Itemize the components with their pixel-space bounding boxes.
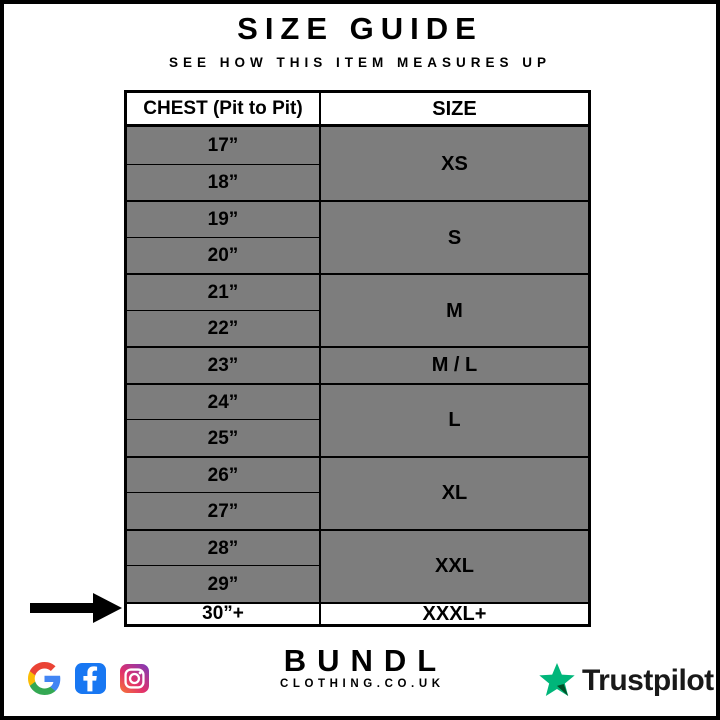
size-cell: M / L <box>319 346 588 383</box>
chest-cell: 22” <box>127 309 319 347</box>
facebook-icon[interactable] <box>75 663 106 694</box>
size-cell: S <box>319 200 588 274</box>
chest-cell: 20” <box>127 236 319 274</box>
chest-cell: 21” <box>127 273 319 310</box>
size-cell: XS <box>319 127 588 201</box>
instagram-icon[interactable] <box>120 664 149 693</box>
arrow-right-icon <box>30 593 122 623</box>
column-header-size: SIZE <box>319 93 588 127</box>
google-icon[interactable] <box>28 662 61 695</box>
chest-cell: 24” <box>127 382 319 420</box>
chest-cell: 23” <box>127 346 319 383</box>
chest-cell: 28” <box>127 528 319 566</box>
page-title: SIZE GUIDE <box>237 11 483 46</box>
social-links <box>28 662 149 695</box>
size-cell: M <box>319 273 588 347</box>
size-guide-table: CHEST (Pit to Pit) SIZE 17” XS 18” 19” S… <box>124 90 591 627</box>
size-cell: L <box>319 382 588 456</box>
trustpilot-label: Trustpilot <box>582 664 714 697</box>
chest-cell-highlighted: 30”+ <box>127 601 319 624</box>
chest-cell: 26” <box>127 455 319 493</box>
chest-cell: 19” <box>127 200 319 237</box>
size-cell-highlighted: XXXL+ <box>319 601 588 624</box>
size-cell: XXL <box>319 528 588 602</box>
trustpilot-star-icon <box>539 663 575 696</box>
column-header-chest: CHEST (Pit to Pit) <box>127 93 319 127</box>
brand-domain: CLOTHING.CO.UK <box>279 678 445 690</box>
page-subtitle: SEE HOW THIS ITEM MEASURES UP <box>168 55 552 70</box>
brand-name: BUNDL <box>283 643 448 678</box>
brand-logo: BUNDL CLOTHING.CO.UK <box>0 645 720 691</box>
chest-cell: 27” <box>127 492 319 529</box>
chest-cell: 17” <box>127 127 319 164</box>
chest-cell: 25” <box>127 419 319 456</box>
trustpilot-logo[interactable]: Trustpilot <box>537 661 714 701</box>
chest-cell: 29” <box>127 565 319 602</box>
size-cell: XL <box>319 455 588 529</box>
chest-cell: 18” <box>127 163 319 201</box>
